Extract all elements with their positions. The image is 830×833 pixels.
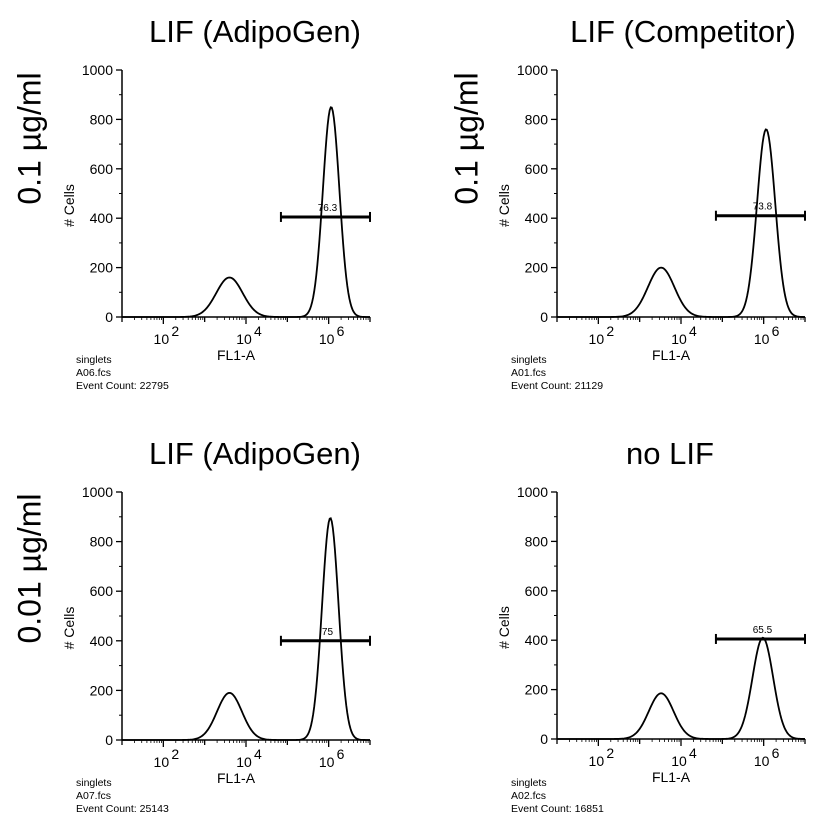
y-tick-label: 200 — [90, 682, 114, 698]
x-tick-exponent: 4 — [689, 745, 697, 761]
panel-title-4: no LIF — [626, 436, 714, 471]
y-tick-label: 1000 — [82, 62, 113, 78]
x-tick-label: 10 — [319, 331, 335, 347]
x-tick-exponent: 4 — [254, 323, 262, 339]
meta-gate: singlets — [76, 354, 112, 366]
y-tick-label: 600 — [90, 583, 114, 599]
histogram-curve — [122, 517, 370, 741]
y-axis-title: # Cells — [496, 184, 512, 227]
y-tick-label: 800 — [90, 534, 114, 550]
meta-count: Event Count: 25143 — [76, 803, 169, 815]
x-tick-label: 10 — [236, 754, 252, 770]
x-tick-exponent: 6 — [337, 323, 345, 339]
x-tick-exponent: 6 — [337, 746, 345, 762]
gate-percent-label: 73.8 — [753, 202, 773, 213]
x-tick-exponent: 4 — [689, 323, 697, 339]
y-tick-label: 200 — [90, 260, 114, 276]
x-tick-label: 10 — [319, 754, 335, 770]
x-tick-exponent: 2 — [171, 746, 179, 762]
meta-gate: singlets — [511, 777, 547, 789]
y-tick-label: 0 — [105, 309, 113, 325]
panel-title-2: LIF (Competitor) — [570, 14, 796, 49]
meta-file: A02.fcs — [511, 790, 547, 802]
x-tick-exponent: 2 — [606, 323, 614, 339]
meta-count: Event Count: 16851 — [511, 803, 604, 815]
x-tick-label: 10 — [671, 753, 687, 769]
histogram-curve — [557, 636, 806, 740]
meta-file: A01.fcs — [511, 367, 547, 379]
meta-count: Event Count: 21129 — [511, 380, 604, 392]
y-tick-label: 0 — [540, 309, 548, 325]
x-tick-label: 10 — [154, 754, 170, 770]
meta-gate: singlets — [511, 354, 547, 366]
y-tick-label: 600 — [525, 583, 549, 599]
y-tick-label: 0 — [105, 732, 113, 748]
y-axis-title: # Cells — [61, 607, 77, 650]
y-tick-label: 400 — [525, 632, 549, 648]
y-axis-title: # Cells — [496, 606, 512, 649]
y-tick-label: 200 — [525, 682, 549, 698]
y-tick-label: 200 — [525, 260, 549, 276]
y-tick-label: 400 — [90, 633, 114, 649]
gate-percent-label: 65.5 — [753, 625, 773, 636]
x-tick-label: 10 — [589, 331, 605, 347]
meta-block-1: singlets A06.fcs Event Count: 22795 — [76, 354, 169, 393]
x-tick-exponent: 4 — [254, 746, 262, 762]
meta-block-3: singlets A07.fcs Event Count: 25143 — [76, 777, 169, 816]
y-tick-label: 800 — [525, 533, 549, 549]
x-tick-label: 10 — [236, 331, 252, 347]
histogram-curve — [557, 128, 806, 318]
y-tick-label: 0 — [540, 731, 548, 747]
x-tick-label: 10 — [589, 753, 605, 769]
panel-title-3: LIF (AdipoGen) — [149, 436, 361, 471]
y-tick-label: 400 — [525, 210, 549, 226]
y-tick-label: 600 — [90, 161, 114, 177]
meta-block-4: singlets A02.fcs Event Count: 16851 — [511, 777, 604, 816]
x-tick-label: 10 — [671, 331, 687, 347]
histogram-curve — [122, 106, 371, 318]
x-tick-exponent: 6 — [772, 323, 780, 339]
y-tick-label: 1000 — [517, 62, 548, 78]
y-tick-label: 1000 — [517, 484, 548, 500]
y-tick-label: 800 — [90, 111, 114, 127]
y-axis-title: # Cells — [61, 184, 77, 227]
x-tick-exponent: 2 — [171, 323, 179, 339]
meta-block-2: singlets A01.fcs Event Count: 21129 — [511, 354, 603, 393]
gate-percent-label: 75 — [322, 627, 334, 638]
y-tick-label: 1000 — [82, 484, 113, 500]
x-axis-title: FL1-A — [217, 347, 256, 363]
x-tick-exponent: 2 — [606, 745, 614, 761]
meta-gate: singlets — [76, 777, 112, 789]
x-tick-exponent: 6 — [772, 745, 780, 761]
x-axis-title: FL1-A — [217, 770, 256, 786]
y-tick-label: 600 — [525, 161, 549, 177]
x-tick-label: 10 — [754, 331, 770, 347]
y-tick-label: 800 — [525, 111, 549, 127]
meta-file: A06.fcs — [76, 367, 112, 379]
gate-percent-label: 76.3 — [318, 203, 338, 214]
x-axis-title: FL1-A — [652, 347, 691, 363]
meta-count: Event Count: 22795 — [76, 380, 169, 392]
x-axis-title: FL1-A — [652, 769, 691, 785]
y-tick-label: 400 — [90, 210, 114, 226]
x-tick-label: 10 — [754, 753, 770, 769]
panel-title-1: LIF (AdipoGen) — [149, 14, 361, 49]
x-tick-label: 10 — [154, 331, 170, 347]
meta-file: A07.fcs — [76, 790, 112, 802]
